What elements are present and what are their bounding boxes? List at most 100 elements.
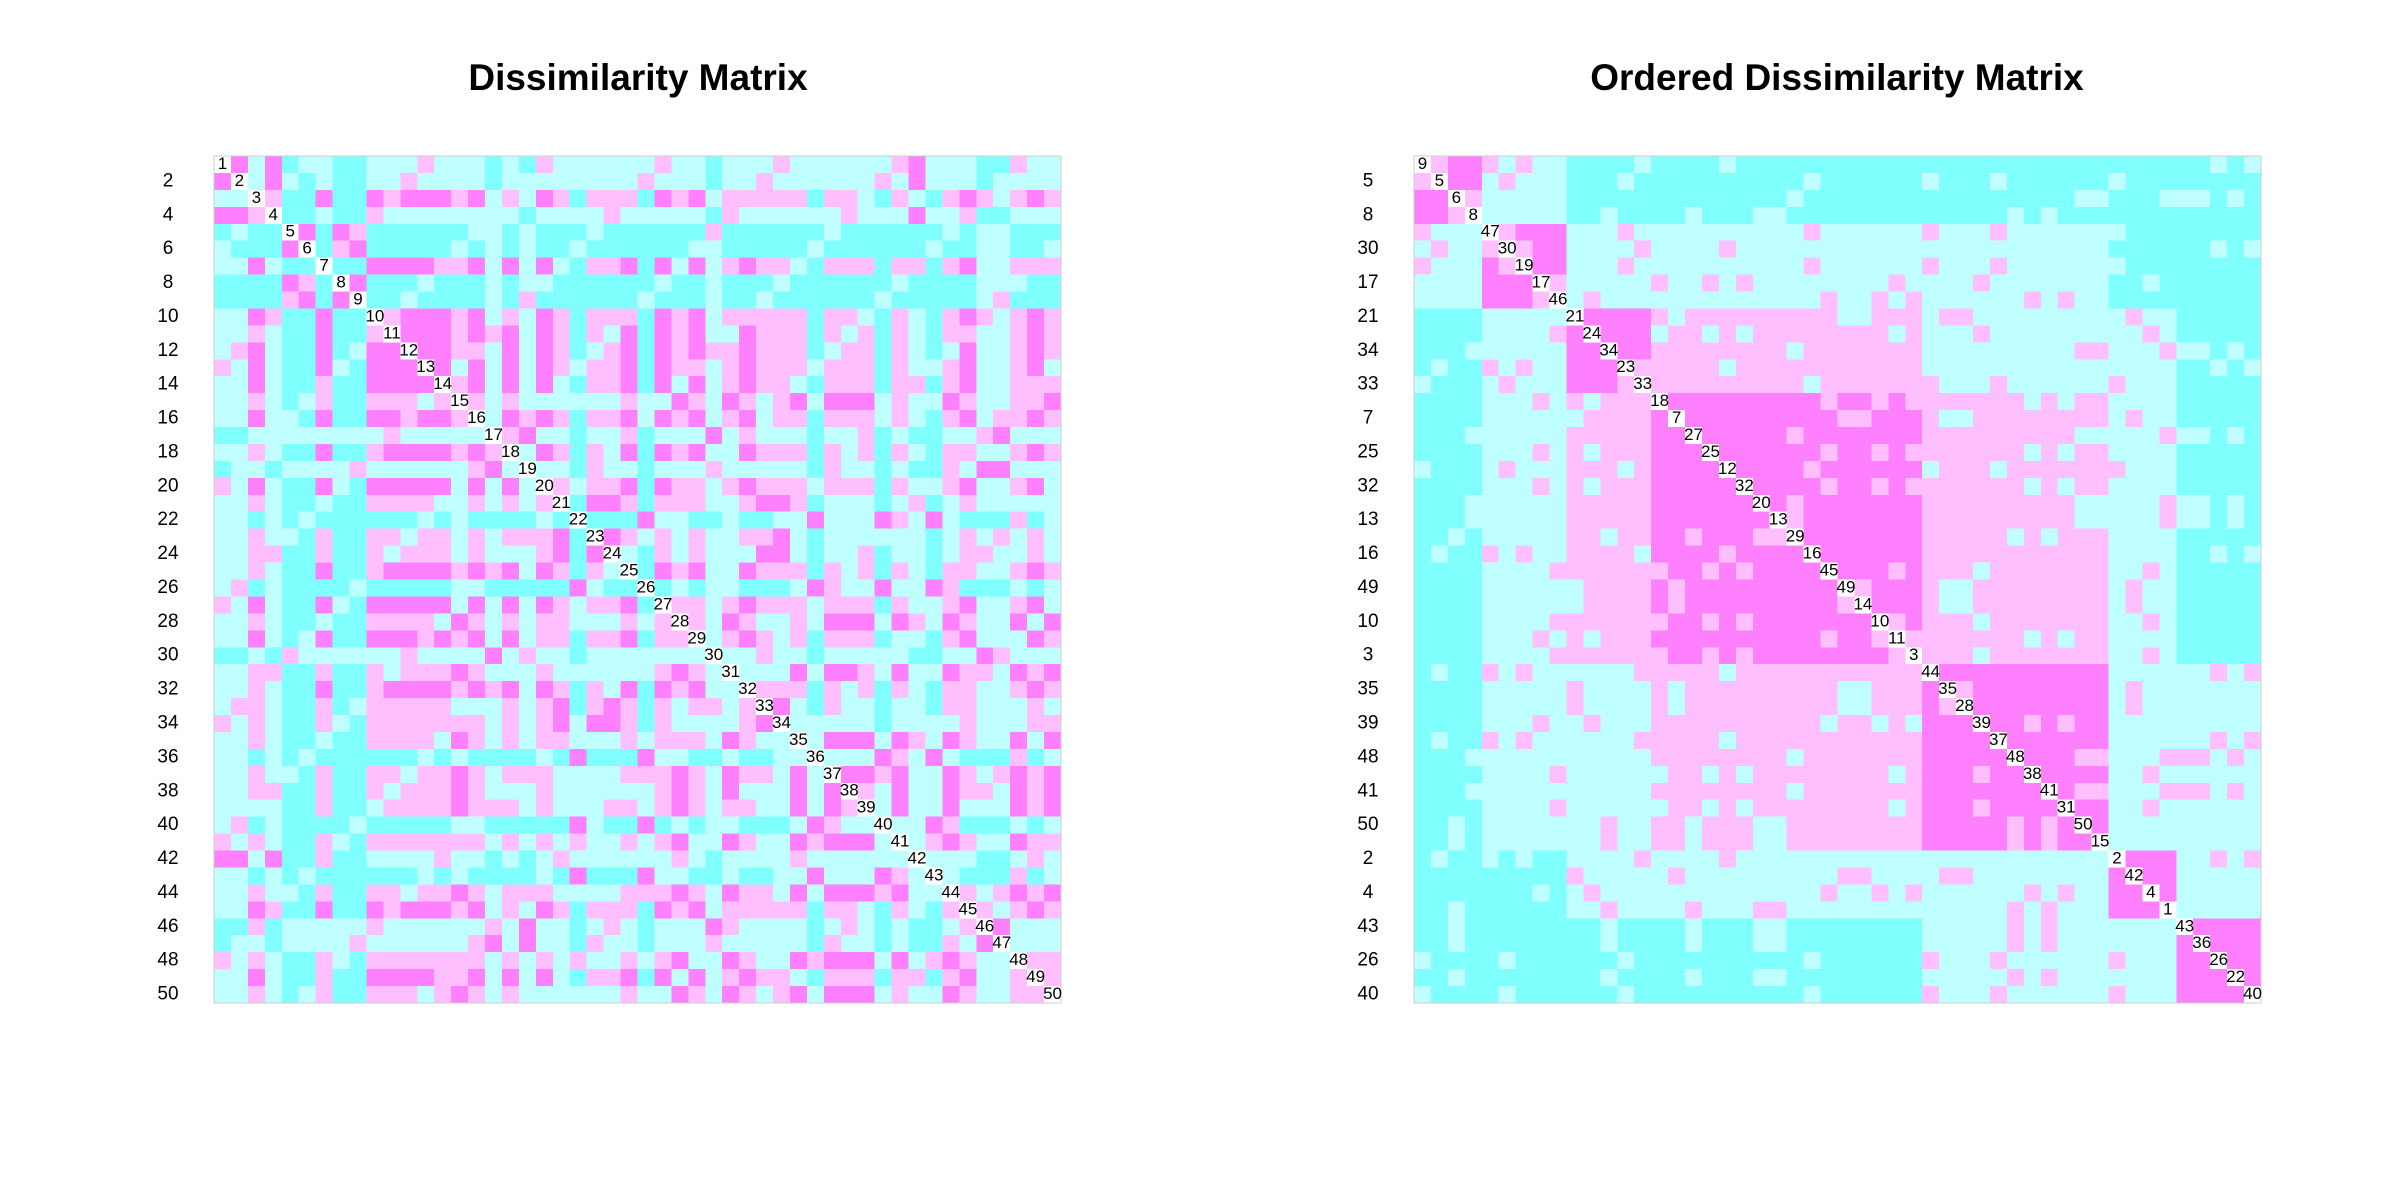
cell xyxy=(1854,647,1872,665)
cell xyxy=(1651,596,1669,614)
cell xyxy=(1939,562,1957,581)
cell xyxy=(1027,681,1045,699)
cell xyxy=(2142,325,2160,343)
cell xyxy=(1820,189,1839,208)
diagonal-label: 6 xyxy=(302,239,311,258)
cell xyxy=(1549,325,1568,343)
cell xyxy=(1803,308,1822,326)
cell xyxy=(620,748,639,767)
diagonal-cell xyxy=(1651,393,1669,411)
cell xyxy=(1718,748,1737,767)
cell xyxy=(1481,443,1500,462)
cell xyxy=(2091,918,2110,936)
cell xyxy=(2176,613,2194,631)
cell xyxy=(1820,308,1839,326)
cell xyxy=(230,799,249,818)
cell xyxy=(2176,901,2194,919)
cell xyxy=(552,172,571,191)
cell xyxy=(2057,664,2076,682)
cell xyxy=(823,223,842,242)
cell xyxy=(349,545,368,564)
cell xyxy=(1989,630,2008,648)
cell xyxy=(485,342,503,360)
cell xyxy=(1515,613,1534,631)
cell xyxy=(586,833,605,852)
cell xyxy=(620,376,639,394)
cell xyxy=(976,935,994,953)
diagonal-label: 45 xyxy=(958,899,977,918)
cell xyxy=(315,799,334,818)
cell xyxy=(451,731,469,750)
cell xyxy=(400,952,418,970)
cell xyxy=(773,850,791,869)
cell xyxy=(1549,528,1568,547)
cell xyxy=(2057,952,2076,970)
cell xyxy=(2142,765,2160,784)
cell xyxy=(857,731,876,750)
cell xyxy=(2006,579,2025,598)
cell xyxy=(332,562,351,581)
cell xyxy=(603,664,622,682)
cell xyxy=(874,901,893,919)
cell xyxy=(2142,494,2160,513)
cell xyxy=(264,715,283,733)
cell xyxy=(349,630,368,648)
cell xyxy=(535,816,554,835)
cell xyxy=(1515,393,1534,411)
cell xyxy=(1854,850,1872,869)
cell xyxy=(2244,596,2262,614)
cell xyxy=(501,867,520,886)
cell xyxy=(722,901,740,919)
cell xyxy=(688,393,706,411)
cell xyxy=(332,257,351,276)
cell xyxy=(400,393,418,411)
cell xyxy=(1651,274,1669,293)
cell xyxy=(400,901,418,919)
cell xyxy=(2142,596,2160,614)
cell xyxy=(2006,511,2025,530)
cell xyxy=(1464,613,1483,631)
cell xyxy=(586,410,605,428)
cell xyxy=(671,664,689,682)
cell xyxy=(1989,240,2008,259)
cell xyxy=(569,376,588,394)
cell xyxy=(2159,274,2177,293)
cell xyxy=(1430,376,1449,394)
cell xyxy=(1447,782,1466,801)
cell xyxy=(1566,748,1584,767)
cell xyxy=(1600,748,1618,767)
cell xyxy=(959,545,977,564)
cell xyxy=(688,376,706,394)
cell xyxy=(1010,630,1028,648)
cell xyxy=(417,630,435,648)
cell xyxy=(671,494,689,513)
cell xyxy=(1583,664,1601,682)
cell xyxy=(2227,918,2245,936)
cell xyxy=(501,715,520,733)
cell xyxy=(1430,562,1449,581)
cell xyxy=(823,545,842,564)
cell xyxy=(603,494,622,513)
cell xyxy=(1905,545,1923,564)
cell xyxy=(2210,782,2228,801)
cell xyxy=(247,274,266,293)
cell xyxy=(1837,257,1856,276)
cell xyxy=(1786,410,1805,428)
cell xyxy=(688,274,706,293)
cell xyxy=(1617,562,1635,581)
cell xyxy=(230,376,249,394)
cell xyxy=(942,918,960,936)
cell xyxy=(2091,257,2110,276)
cell xyxy=(773,393,791,411)
cell xyxy=(230,596,249,614)
cell xyxy=(552,528,571,547)
cell xyxy=(1583,884,1601,902)
cell xyxy=(1803,325,1822,343)
cell xyxy=(1701,477,1720,496)
cell xyxy=(214,613,232,631)
cell xyxy=(2040,427,2059,445)
cell xyxy=(417,969,435,987)
cell xyxy=(1735,257,1754,276)
cell xyxy=(1956,901,1974,919)
cell xyxy=(1837,833,1856,852)
